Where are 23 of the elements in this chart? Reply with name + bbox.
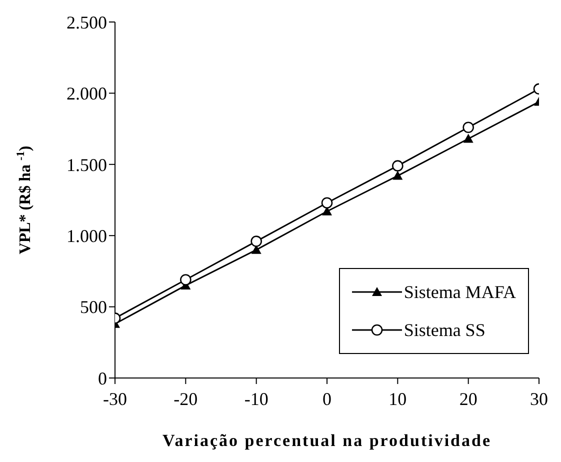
point — [180, 274, 192, 286]
x-tick-label: -30 — [103, 388, 127, 409]
point — [392, 170, 403, 180]
x-tick-label: -20 — [174, 388, 198, 409]
point — [392, 160, 404, 172]
x-tick-label: 10 — [388, 388, 407, 409]
y-tick-label: 1.000 — [66, 226, 107, 246]
legend-label: Sistema SS — [404, 320, 486, 340]
legend-label: Sistema MAFA — [404, 282, 516, 302]
y-tick-label: 500 — [80, 297, 107, 318]
y-tick-label: 2.500 — [66, 12, 107, 32]
x-tick-label: 0 — [322, 388, 332, 409]
point — [463, 134, 474, 143]
point — [321, 197, 333, 208]
y-tick-label: 1.500 — [66, 154, 107, 175]
y-tick-label: 2.000 — [66, 84, 107, 104]
point — [462, 122, 474, 134]
x-tick-label: -10 — [244, 388, 268, 409]
y-tick-label: 0 — [98, 368, 107, 388]
x-axis-title: Variação percentual na produtividade — [162, 431, 492, 450]
point — [250, 236, 262, 247]
x-tick-label: 30 — [530, 388, 548, 409]
x-tick-label: 20 — [459, 388, 478, 409]
